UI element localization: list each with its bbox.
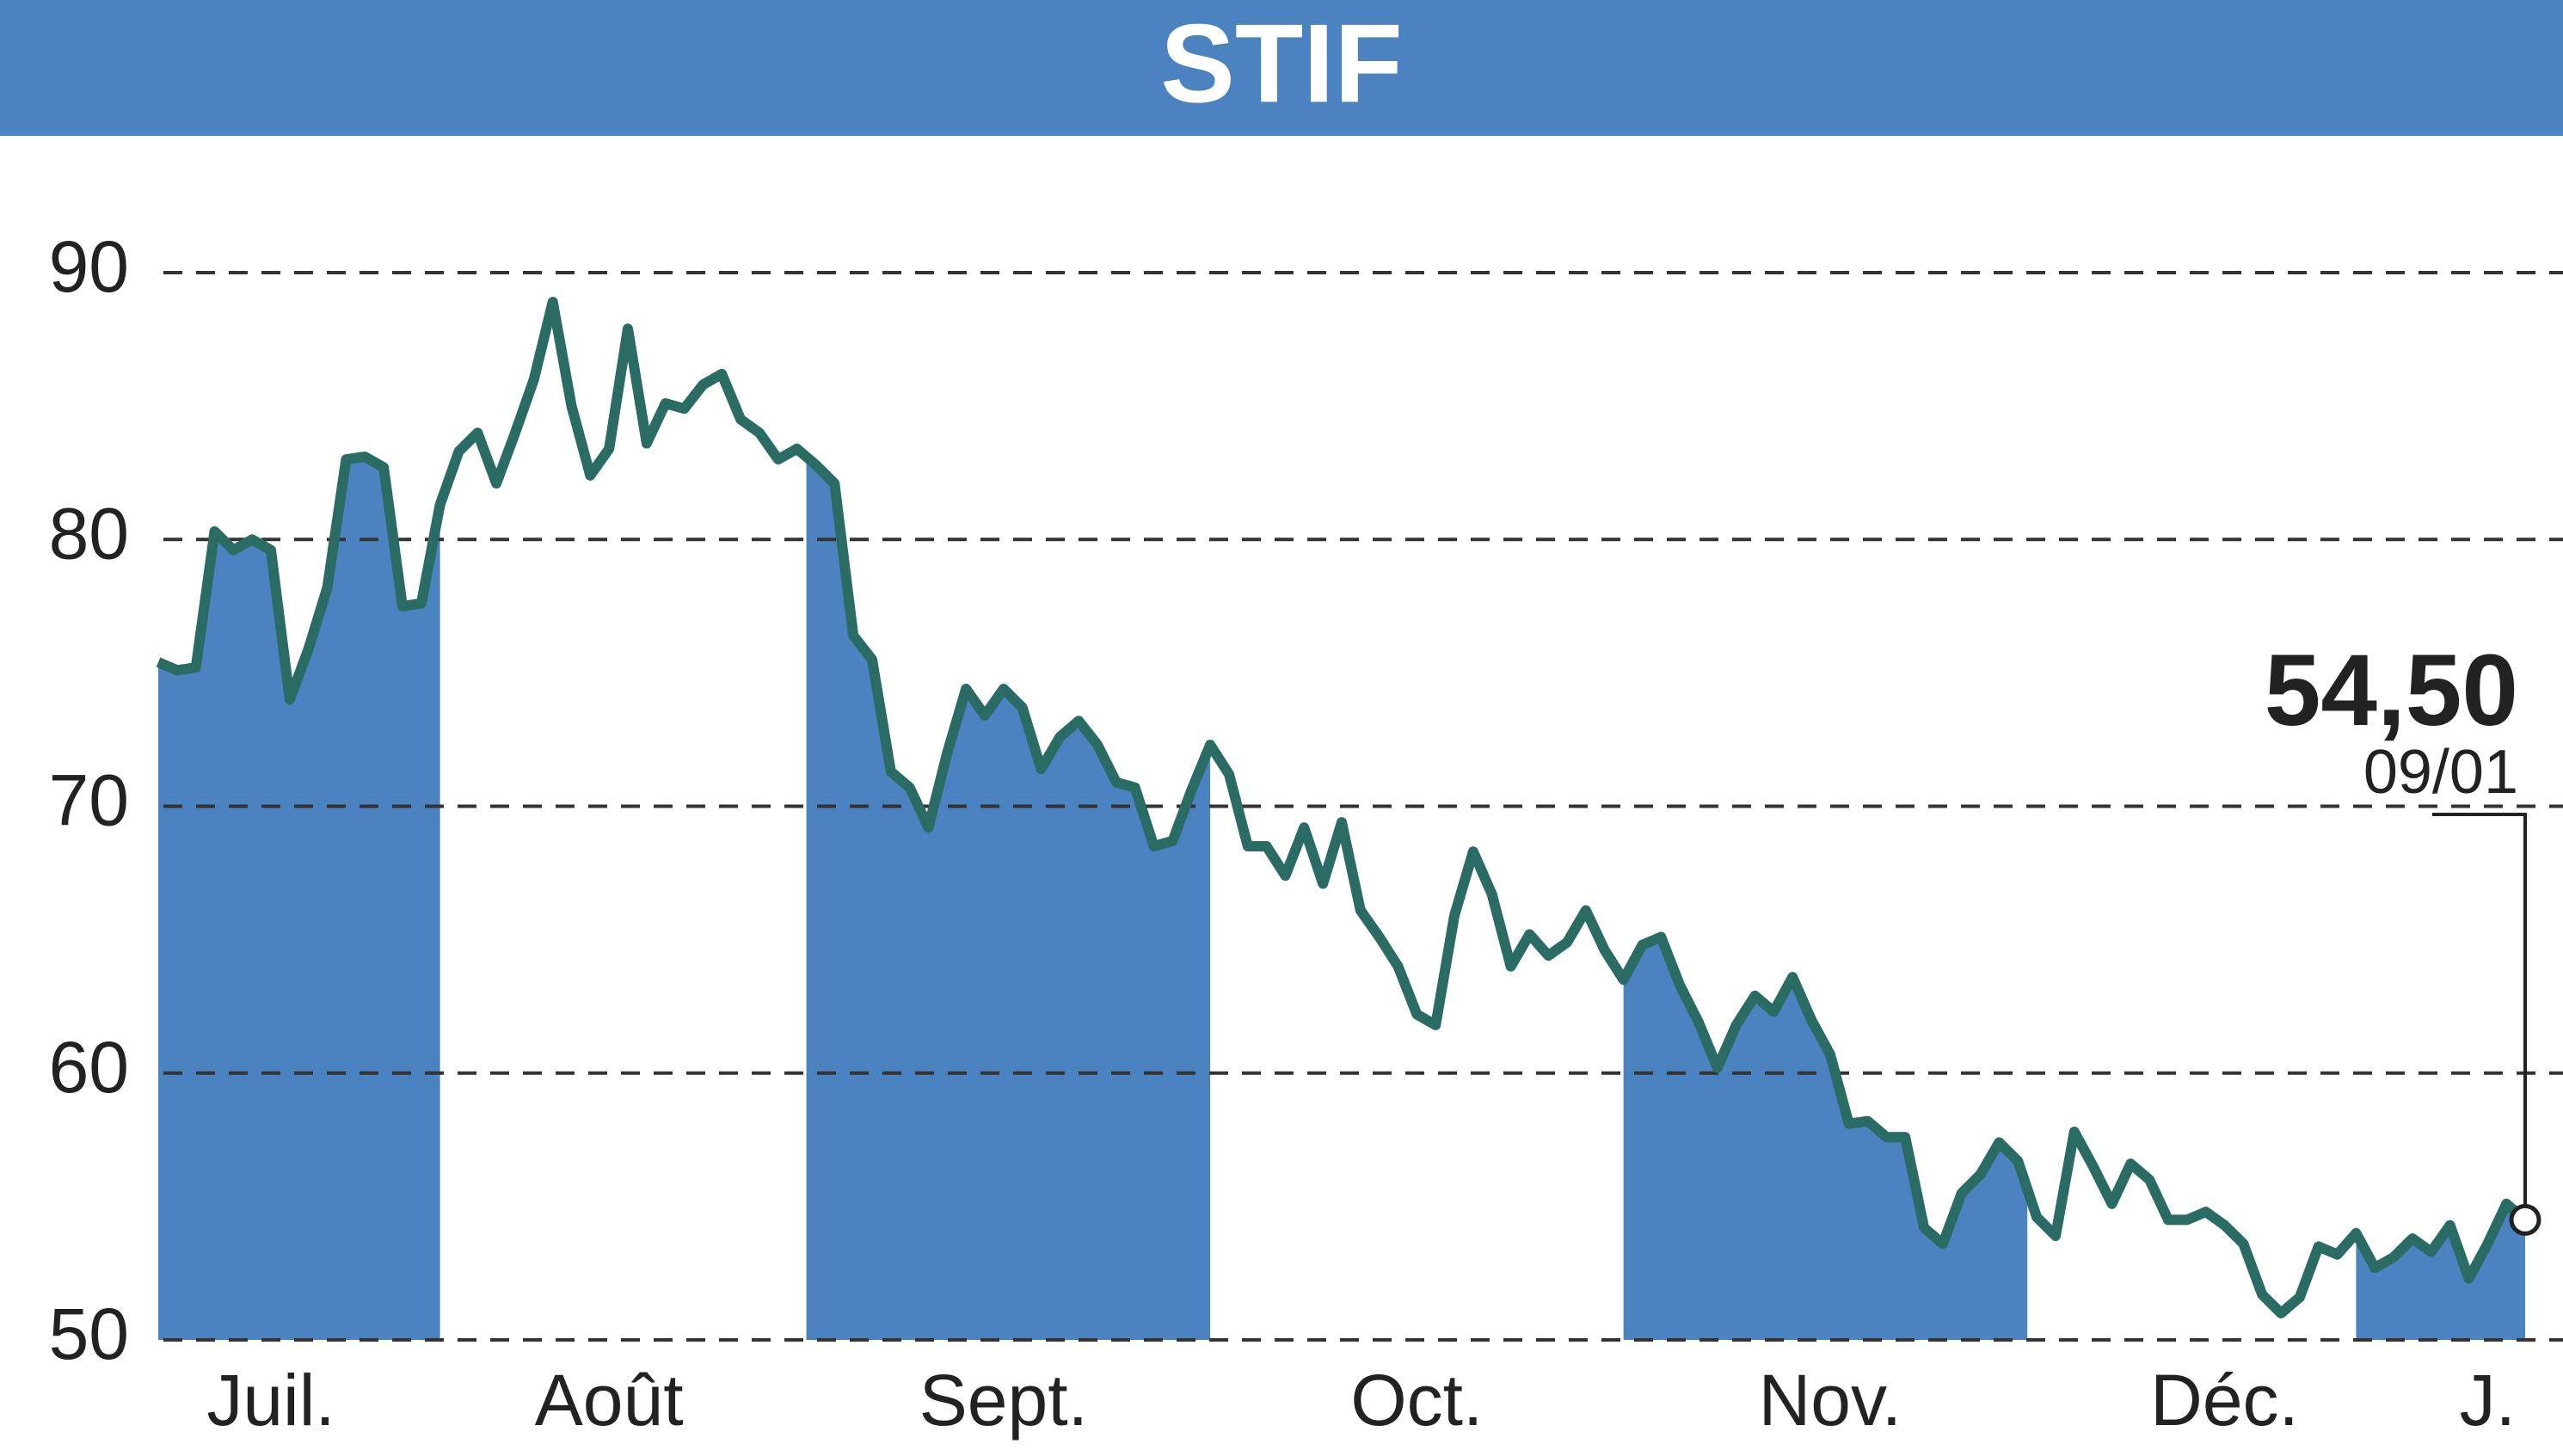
last-date-label: 09/01 [2363,738,2518,807]
x-tick-label: J. [2460,1360,2516,1441]
y-tick-label: 70 [49,760,129,841]
last-point [2509,1203,2541,1236]
x-tick-label: Août [535,1360,684,1441]
month-band [158,457,440,1340]
x-tick-label: Déc. [2150,1360,2299,1441]
leader-line [2432,813,2527,1207]
price-line [156,297,2529,1318]
x-tick-label: Juil. [206,1360,335,1441]
month-band [1623,937,2028,1340]
grid [163,271,2563,1342]
y-tick-label: 60 [49,1027,129,1108]
bands [158,457,2525,1340]
y-tick-label: 50 [49,1293,129,1374]
y-tick-label: 90 [49,226,129,307]
month-band [2356,1203,2525,1340]
x-tick-label: Nov. [1759,1360,1902,1441]
title-bar [0,0,2563,136]
x-tick-label: Sept. [919,1360,1088,1441]
month-band [806,457,1211,1340]
x-tick-label: Oct. [1350,1360,1483,1441]
last-value-label: 54,50 [2265,634,2518,747]
chart-title: STIF [1160,0,1403,126]
y-tick-label: 80 [49,493,129,574]
